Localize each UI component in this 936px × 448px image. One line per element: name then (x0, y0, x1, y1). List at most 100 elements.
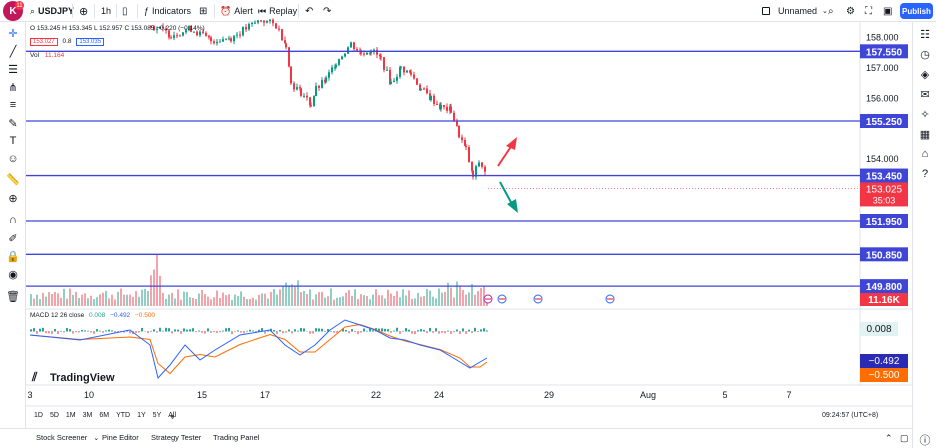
volume-bar (423, 296, 425, 306)
timeframe-preset-all[interactable]: All (168, 412, 177, 419)
volume-bar (51, 294, 53, 306)
volume-bar (132, 296, 134, 306)
candle-body (199, 31, 201, 36)
trendline-icon[interactable]: ╱ (9, 45, 17, 58)
bearish-arrow[interactable] (499, 181, 513, 205)
volume-bar (168, 294, 170, 306)
drawing-toolbar: ✛ ╱ ☰ ⋔ ≡ ✎ T ☺ 📏 ⊕ ∩ ✐ 🔒 ◉ 🗑 (0, 22, 26, 448)
layers-icon[interactable]: ◈ (920, 68, 930, 81)
compare-plus-icon[interactable]: ⊕ (79, 5, 89, 18)
notifications-bell-icon[interactable]: ⌂ (921, 148, 929, 160)
lock-drawing-icon[interactable]: ✐ (8, 232, 18, 245)
volume-bar (201, 289, 203, 306)
lock-icon[interactable]: 🔒 (6, 250, 20, 263)
redo-icon[interactable]: ↷ (323, 5, 332, 17)
camera-icon[interactable]: ▣ (883, 5, 893, 17)
macd-histogram-bar (246, 330, 248, 332)
zoom-in-icon[interactable]: ⊕ (8, 192, 18, 205)
undo-icon[interactable]: ↶ (305, 5, 314, 17)
timeframe-preset-1y[interactable]: 1Y (137, 412, 146, 419)
macd-histogram-bar (144, 331, 146, 332)
volume-bar (282, 286, 284, 306)
visibility-eye-icon[interactable]: ◉ (8, 268, 18, 281)
maximize-panel-icon[interactable]: ▢ (900, 433, 909, 443)
macd-histogram-bar (180, 331, 182, 334)
candle-body (296, 87, 298, 90)
volume-bar (144, 288, 146, 306)
volume-bar (192, 297, 194, 306)
buy-price-box[interactable]: 153.035 (76, 38, 105, 46)
ideas-bulb-icon[interactable]: ✧ (920, 108, 930, 121)
time-axis-label: 24 (434, 390, 444, 400)
publish-button[interactable]: Publish (900, 3, 933, 19)
chat-icon[interactable]: ✉ (920, 88, 930, 101)
brush-icon[interactable]: ✎ (8, 117, 18, 130)
macd-histogram-bar (330, 330, 332, 332)
candle-body (471, 162, 473, 171)
volume-bar (57, 293, 59, 306)
volume-bar (327, 296, 329, 306)
volume-bar (183, 291, 185, 306)
date-range-icon[interactable]: ⌖ (170, 412, 176, 422)
alerts-clock-icon[interactable]: ◷ (920, 48, 930, 61)
candle-body (403, 66, 405, 73)
macd-histogram-bar (300, 327, 302, 332)
timeframe-preset-5y[interactable]: 5Y (152, 412, 162, 419)
symbol-search[interactable]: ⌕ USDJPY (30, 0, 74, 22)
timeframe-preset-5d[interactable]: 5D (49, 412, 59, 419)
volume-bar (177, 289, 179, 306)
candle-style-icon[interactable]: ▯ (122, 5, 128, 17)
fullscreen-icon[interactable]: ⛶ (865, 5, 872, 17)
help-circle-icon[interactable]: ⓘ (919, 435, 931, 447)
candle-body (363, 53, 365, 55)
replay-button[interactable]: ⏮ Replay (258, 5, 298, 17)
crosshair-icon[interactable]: ✛ (8, 27, 18, 40)
watchlist-icon[interactable]: ☷ (920, 28, 930, 41)
clock-display[interactable]: 09:24:57 (UTC+8) (822, 412, 879, 419)
timeframe-preset-3m[interactable]: 3M (82, 412, 93, 419)
timeframe-preset-6m[interactable]: 6M (99, 412, 110, 419)
macd-histogram-bar (438, 331, 440, 334)
tab-strategy-tester[interactable]: Strategy Tester (151, 433, 202, 442)
timeframe-preset-ytd[interactable]: YTD (116, 412, 131, 419)
buy-sell-legend: 153.027 0.8 153.035 (30, 38, 105, 46)
help-icon[interactable]: ? (921, 168, 929, 180)
volume-bar (54, 291, 56, 306)
volume-bar (60, 297, 62, 306)
alert-button[interactable]: ⏰ Alert (220, 5, 253, 17)
horizontal-lines-icon[interactable]: ☰ (8, 63, 18, 76)
candle-body (266, 20, 268, 23)
magnet-icon[interactable]: ∩ (9, 214, 17, 226)
calendar-icon[interactable]: ▦ (919, 128, 931, 141)
candle-body (205, 32, 207, 36)
fib-retracement-icon[interactable]: ≡ (9, 99, 17, 111)
layout-selector[interactable]: Unnamed ⌄ (762, 0, 828, 22)
quick-search-icon[interactable]: ⌕ (828, 5, 834, 17)
macd-histogram-bar (39, 328, 41, 332)
pitchfork-icon[interactable]: ⋔ (8, 81, 18, 94)
ruler-icon[interactable]: 📏 (6, 173, 20, 186)
tab-trading-panel[interactable]: Trading Panel (213, 433, 260, 442)
templates-grid-icon[interactable]: ⊞ (199, 5, 208, 17)
tab-pine-editor[interactable]: Pine Editor (102, 433, 139, 442)
candle-body (210, 37, 212, 42)
volume-bar (348, 290, 350, 306)
emoji-icon[interactable]: ☺ (7, 153, 19, 165)
timeframe-preset-1d[interactable]: 1D (34, 412, 43, 419)
tab-stock-screener[interactable]: Stock Screener ⌄ (36, 433, 100, 442)
price-level-label: 155.250 (866, 117, 903, 128)
collapse-panel-icon[interactable]: ⌃ (885, 433, 893, 443)
macd-histogram-bar (303, 328, 305, 332)
candle-body (419, 84, 421, 91)
sell-price-box[interactable]: 153.027 (30, 38, 58, 46)
macd-histogram-bar (156, 331, 158, 333)
indicators-button[interactable]: ƒ Indicators (144, 6, 192, 16)
bullish-arrow[interactable] (497, 144, 513, 167)
text-tool-icon[interactable]: T (9, 135, 17, 147)
trash-icon[interactable]: 🗑 (6, 290, 20, 303)
timeframe-button[interactable]: 1h (101, 6, 112, 16)
macd-histogram-bar (378, 328, 380, 332)
timeframe-preset-1m[interactable]: 1M (65, 412, 76, 419)
settings-gear-icon[interactable]: ⚙ (846, 5, 855, 17)
